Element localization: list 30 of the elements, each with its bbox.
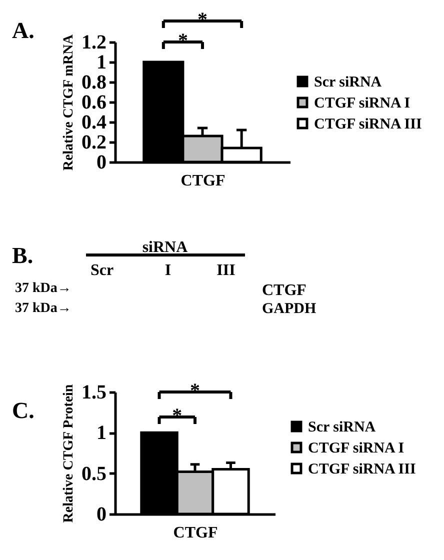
text: 37 kDa→ [15, 301, 72, 316]
y-tick-label: 0.2 [82, 132, 106, 154]
text: B. [12, 243, 34, 268]
y-tick-label: 0 [96, 504, 106, 526]
y-tick-label: 1 [96, 52, 106, 74]
text: I [164, 262, 172, 279]
text: III [216, 262, 236, 279]
y-tick-label: 0 [96, 152, 106, 174]
y-tick-label: 1.5 [82, 382, 106, 404]
legend-label: Scr siRNA [308, 420, 376, 436]
y-tick-label: 0.4 [82, 112, 106, 134]
y-tick-label: 0.5 [82, 462, 106, 485]
text: siRNA [142, 239, 188, 256]
y-tick-label: 1 [96, 422, 106, 444]
legend-label: Scr siRNA [314, 74, 382, 90]
text: CTGF [262, 282, 307, 299]
y-axis-title: Relative CTGF Protein [62, 384, 76, 523]
chart-title: C. [12, 398, 34, 423]
legend-label: CTGF siRNA III [308, 462, 416, 478]
chart-title: A. [12, 18, 34, 43]
text: GAPDH [262, 301, 316, 317]
legend-label: CTGF siRNA I [308, 440, 404, 456]
legend-label: CTGF siRNA I [314, 96, 410, 112]
y-tick-label: 0.6 [82, 92, 106, 114]
y-tick-label: 0.8 [82, 72, 106, 94]
legend-label: CTGF siRNA III [314, 116, 422, 132]
y-tick-label: 1.2 [82, 32, 106, 54]
text: Scr [90, 262, 114, 279]
y-axis-title: Relative CTGF mRNA [62, 33, 76, 171]
text: 37 kDa→ [15, 281, 72, 296]
